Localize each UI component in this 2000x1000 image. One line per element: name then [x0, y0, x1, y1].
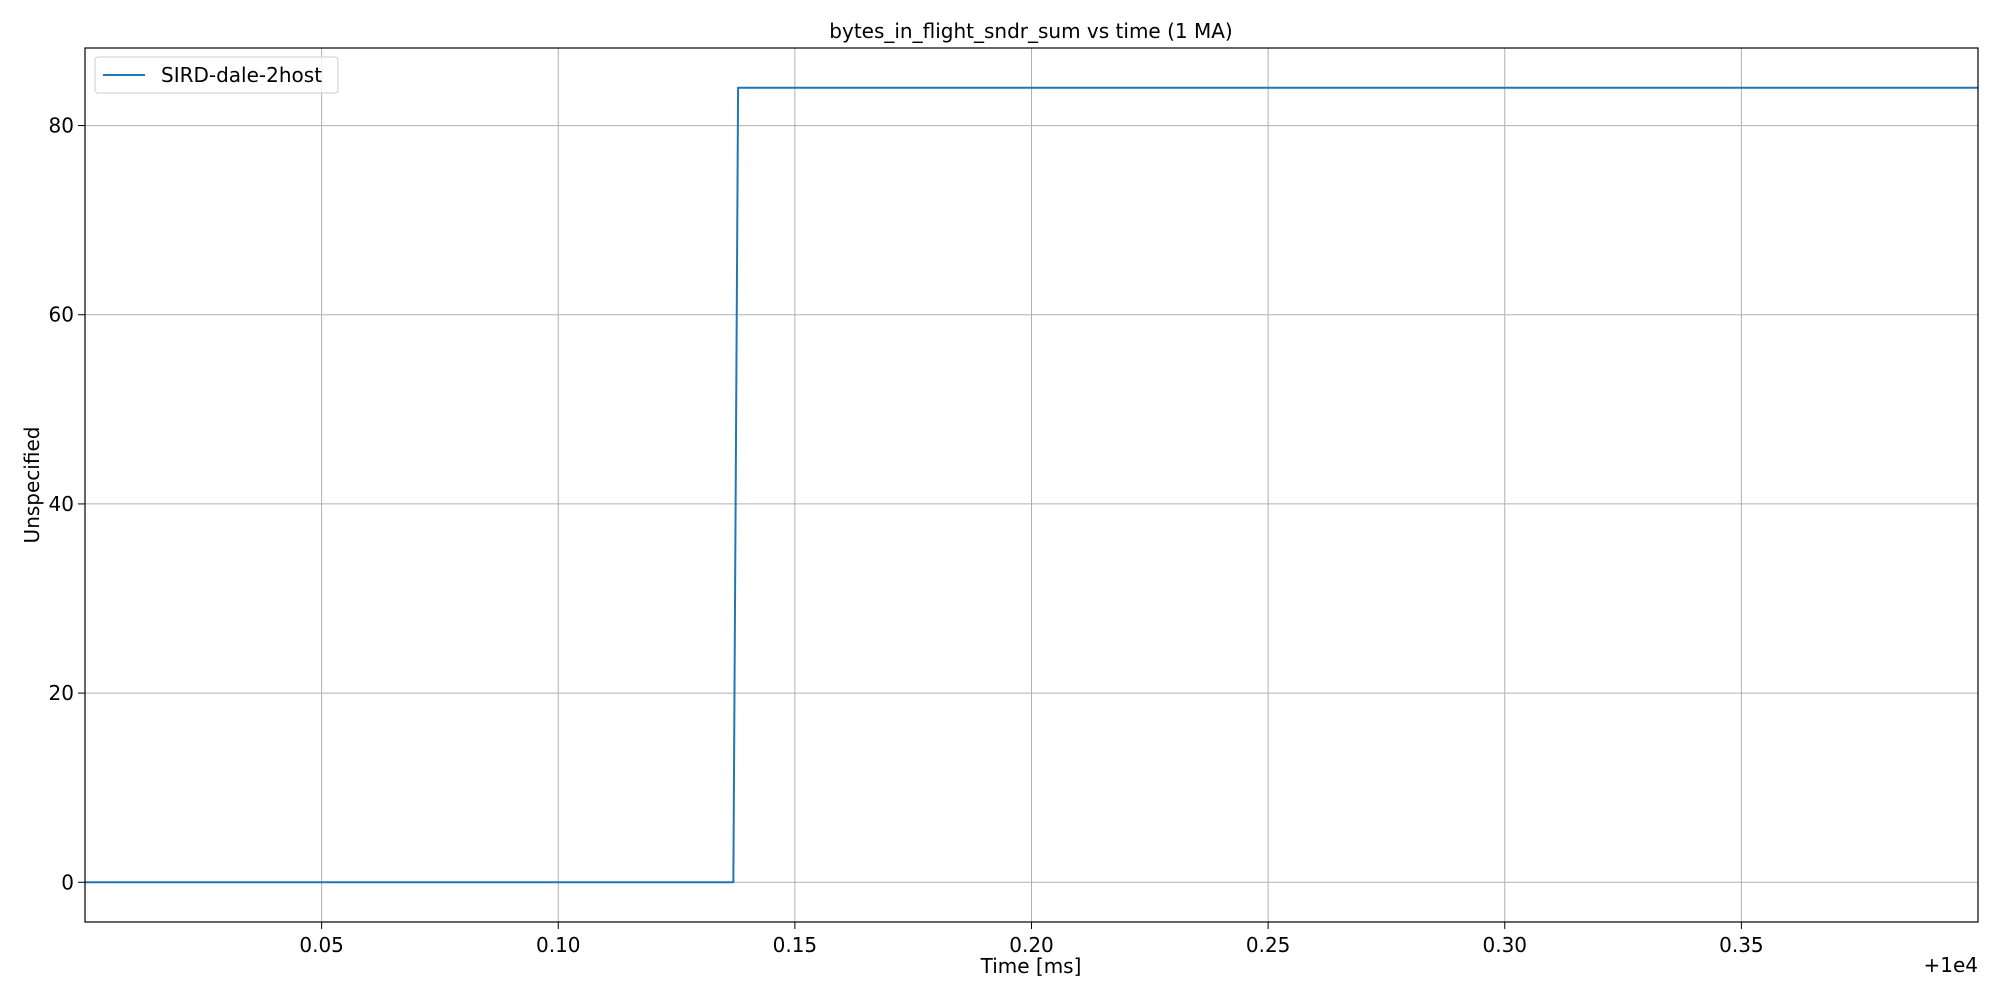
grid-lines: [85, 48, 1978, 922]
legend-box: [94, 56, 339, 94]
legend: SIRD-dale-2host: [94, 56, 339, 94]
x-tick-label: 0.05: [299, 933, 344, 957]
x-axis-label: Time [ms]: [980, 954, 1082, 978]
x-tick-label: 0.20: [1009, 933, 1054, 957]
y-tick-label: 60: [49, 303, 74, 327]
y-tick-label: 80: [49, 114, 74, 138]
x-axis-ticks: 0.05 0.10 0.15 0.20 0.25 0.30 0.35: [299, 922, 1764, 957]
legend-label-sird-dale-2host: SIRD-dale-2host: [161, 63, 322, 87]
chart-title: bytes_in_flight_sndr_sum vs time (1 MA): [829, 19, 1232, 43]
series-layer: [85, 86, 1978, 884]
x-tick-label: 0.15: [773, 933, 818, 957]
y-tick-label: 0: [61, 870, 74, 894]
x-tick-label: 0.30: [1482, 933, 1527, 957]
x-tick-label: 0.25: [1246, 933, 1291, 957]
y-tick-label: 20: [49, 681, 74, 705]
series-line-sird-dale-2host: [85, 86, 1978, 884]
x-tick-label: 0.10: [536, 933, 581, 957]
x-tick-label: 0.35: [1719, 933, 1764, 957]
y-axis-label: Unspecified: [20, 427, 44, 544]
y-tick-label: 40: [49, 492, 74, 516]
x-axis-offset-label: +1e4: [1923, 953, 1978, 977]
y-axis-ticks: 0 20 40 60 80: [49, 114, 85, 894]
